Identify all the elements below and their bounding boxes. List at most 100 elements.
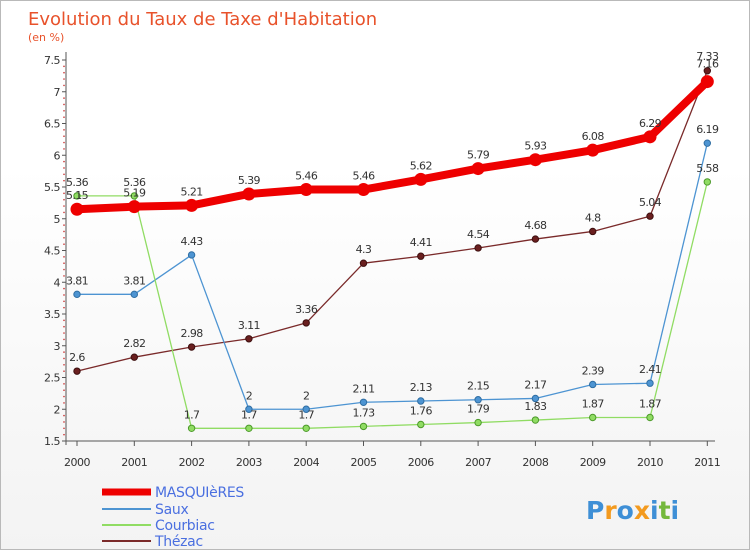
y-tick-label: 7.5 bbox=[44, 54, 60, 67]
data-label: 4.41 bbox=[410, 236, 432, 249]
y-tick-label: 2.5 bbox=[44, 372, 60, 385]
x-tick-label: 2000 bbox=[64, 456, 90, 469]
y-minor-tick bbox=[63, 338, 65, 341]
data-label: 4.3 bbox=[356, 243, 372, 256]
y-minor-tick bbox=[63, 135, 65, 137]
data-label: 2.82 bbox=[123, 337, 145, 350]
series-masquières bbox=[70, 75, 714, 216]
y-minor-tick bbox=[63, 370, 65, 372]
y-minor-tick bbox=[63, 383, 65, 385]
y-minor-tick bbox=[63, 256, 65, 258]
data-point bbox=[531, 235, 540, 243]
data-label: 5.93 bbox=[524, 140, 547, 153]
data-label: 1.7 bbox=[184, 408, 200, 421]
data-label: 5.15 bbox=[66, 189, 89, 202]
data-point bbox=[187, 424, 196, 432]
y-minor-tick bbox=[63, 395, 65, 398]
legend-label: Saux bbox=[155, 502, 188, 518]
y-tick-label: 5 bbox=[54, 213, 61, 226]
y-minor-tick bbox=[63, 230, 65, 233]
data-point bbox=[185, 198, 199, 212]
data-point bbox=[130, 290, 139, 299]
data-label: 1.79 bbox=[467, 403, 490, 416]
y-minor-tick bbox=[63, 110, 65, 112]
proxiti-logo: Proxiti bbox=[586, 496, 679, 525]
data-label: 2 bbox=[246, 389, 252, 402]
data-point bbox=[299, 183, 313, 197]
data-point bbox=[242, 187, 256, 201]
data-labels: 5.15 5.19 5.21 5.39 5.46 5.46 5.62 5.79 5.93 6.08… bbox=[66, 50, 720, 422]
data-label: 7.33 bbox=[696, 50, 719, 63]
data-point bbox=[70, 202, 84, 216]
data-point bbox=[700, 75, 714, 89]
data-point bbox=[586, 143, 600, 157]
series-line bbox=[76, 70, 708, 372]
axes: 1.5 2 2.5 3 3.5 4 4.5 5 5.5 6 6.5 7 7.5 2000 2001 2002 2… bbox=[44, 52, 721, 469]
data-label: 5.39 bbox=[238, 174, 261, 187]
y-minor-tick bbox=[63, 306, 65, 309]
chart-title: Evolution du Taux de Taxe d'Habitation bbox=[28, 9, 377, 30]
data-point bbox=[474, 244, 482, 252]
logo-letter: x bbox=[634, 496, 650, 525]
data-point bbox=[646, 379, 654, 387]
y-minor-tick bbox=[63, 319, 65, 322]
data-label: 5.19 bbox=[123, 187, 146, 200]
data-point bbox=[302, 319, 310, 327]
data-point bbox=[359, 259, 368, 267]
data-point bbox=[703, 178, 711, 186]
x-tick-label: 2010 bbox=[637, 456, 663, 469]
data-label: 2.11 bbox=[352, 382, 374, 395]
y-minor-tick bbox=[63, 364, 65, 366]
legend-item-courbiac: Courbiac bbox=[102, 518, 215, 534]
data-point bbox=[531, 394, 540, 403]
data-point bbox=[589, 380, 597, 389]
y-tick-label: 4.5 bbox=[44, 245, 60, 258]
y-minor-tick bbox=[63, 103, 65, 106]
y-minor-tick bbox=[63, 192, 65, 195]
data-point bbox=[703, 67, 711, 75]
data-label: 1.76 bbox=[410, 404, 433, 417]
data-label: 2.6 bbox=[69, 351, 85, 364]
legend-label: MASQUIèRES bbox=[155, 485, 244, 501]
x-tick-label: 2002 bbox=[179, 456, 205, 469]
y-tick-label: 4 bbox=[54, 276, 61, 289]
x-tick-label: 2008 bbox=[522, 456, 548, 469]
y-tick-label: 6.5 bbox=[44, 118, 60, 131]
y-minor-tick bbox=[63, 427, 65, 430]
data-label: 5.58 bbox=[696, 162, 719, 175]
y-minor-tick bbox=[63, 179, 65, 182]
data-point bbox=[359, 398, 368, 406]
data-point bbox=[130, 353, 139, 361]
y-minor-tick bbox=[63, 268, 65, 271]
data-point bbox=[417, 420, 425, 429]
data-point bbox=[73, 367, 81, 375]
y-minor-tick bbox=[63, 421, 65, 423]
data-label: 5.36 bbox=[123, 176, 146, 189]
y-minor-tick bbox=[63, 414, 65, 417]
y-minor-tick bbox=[63, 173, 65, 176]
data-label: 1.83 bbox=[524, 400, 547, 413]
data-point bbox=[187, 251, 196, 259]
y-minor-tick bbox=[63, 141, 65, 144]
data-point bbox=[245, 335, 253, 343]
logo-letter: i bbox=[650, 496, 659, 525]
data-point bbox=[414, 172, 428, 186]
y-minor-tick bbox=[63, 357, 65, 360]
y-tick-label: 3 bbox=[54, 340, 61, 353]
x-tick-label: 2009 bbox=[580, 456, 606, 469]
data-point bbox=[357, 183, 370, 197]
legend-label: Courbiac bbox=[155, 518, 215, 534]
data-label: 4.54 bbox=[467, 228, 490, 241]
y-minor-tick bbox=[63, 84, 65, 87]
data-point bbox=[73, 290, 81, 299]
y-minor-tick bbox=[63, 148, 65, 150]
data-point bbox=[245, 424, 253, 432]
data-point bbox=[130, 192, 139, 200]
y-minor-tick bbox=[63, 351, 65, 353]
data-label: 1.73 bbox=[352, 406, 375, 419]
y-minor-tick bbox=[63, 275, 65, 277]
x-tick-label: 2001 bbox=[121, 456, 147, 469]
y-tick-label: 1.5 bbox=[44, 435, 60, 448]
